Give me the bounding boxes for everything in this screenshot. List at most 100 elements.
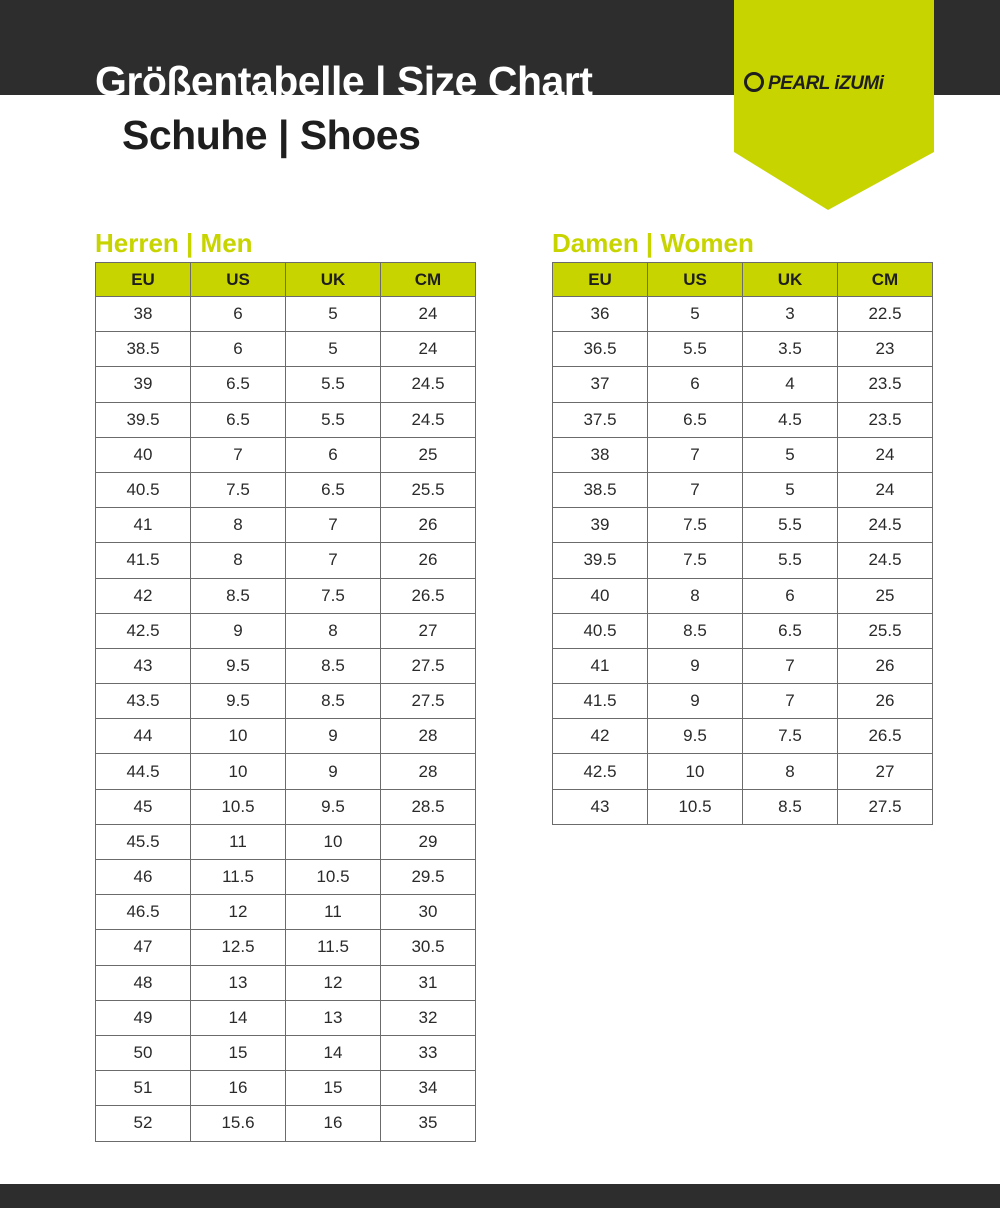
table-row: 36 5 3 22.5 [552,295,933,333]
men-section-title: Herren | Men [95,228,253,258]
table-cell: 25.5 [380,471,476,509]
table-row: 48 13 12 31 [95,964,476,1001]
table-cell: 24.5 [380,401,476,438]
table-cell: 44 [95,718,191,755]
table-cell: 37.5 [552,401,648,438]
table-cell: 7 [647,471,743,509]
table-cell: 38.5 [552,471,648,509]
table-row: 38 7 5 24 [552,436,933,473]
table-cell: 46.5 [95,894,191,931]
table-cell: 4 [742,366,838,403]
table-cell: 8.5 [285,683,381,720]
table-row: 46.5 12 11 30 [95,894,476,931]
table-row: 40.5 7.5 6.5 25.5 [95,471,476,509]
page-title: Größentabelle | Size Chart [95,58,593,104]
table-cell: 9 [285,753,381,790]
table-row: 40.5 8.5 6.5 25.5 [552,612,933,649]
table-cell: 36.5 [552,331,648,368]
table-cell: 5.5 [742,542,838,579]
table-cell: 12 [285,964,381,1001]
table-cell: 16 [285,1105,381,1142]
table-row: 40 8 6 25 [552,577,933,614]
table-row: 44.5 10 9 28 [95,753,476,790]
table-cell: 29.5 [380,858,476,896]
table-cell: 9.5 [190,683,286,720]
table-cell: 42.5 [552,753,648,790]
table-cell: 10 [647,753,743,790]
table-cell: 39 [95,366,191,403]
table-cell: 46 [95,858,191,896]
table-cell: 41.5 [95,542,191,579]
table-cell: 6 [647,366,743,403]
table-cell: 45 [95,788,191,825]
table-cell: 8.5 [742,788,838,825]
table-cell: 27.5 [380,683,476,720]
table-cell: 24 [837,436,933,473]
table-cell: 8 [190,507,286,544]
table-cell: 14 [190,999,286,1036]
table-cell: 10.5 [647,788,743,825]
table-cell: 9.5 [285,788,381,825]
table-cell: 8.5 [285,647,381,685]
table-row: 37.5 6.5 4.5 23.5 [552,401,933,438]
table-cell: 6.5 [190,401,286,438]
table-cell: 26 [837,683,933,720]
table-cell: 6 [742,577,838,614]
table-cell: 26 [380,542,476,579]
table-row: 41 8 7 26 [95,507,476,544]
table-cell: 43.5 [95,683,191,720]
table-row: 42.5 10 8 27 [552,753,933,790]
table-row: 39 6.5 5.5 24.5 [95,366,476,403]
table-cell: 23.5 [837,366,933,403]
table-cell: 6.5 [742,612,838,649]
table-cell: 39.5 [95,401,191,438]
table-cell: 25 [837,577,933,614]
table-cell: 8 [285,612,381,649]
table-cell: 6 [190,331,286,368]
table-cell: 39 [552,507,648,544]
table-cell: 51 [95,1070,191,1107]
table-cell: 11 [190,823,286,861]
table-cell: 41 [552,647,648,685]
table-cell: 11 [285,894,381,931]
table-row: 41.5 9 7 26 [552,683,933,720]
table-cell: 33 [380,1034,476,1072]
table-cell: 5 [647,295,743,333]
table-header-row: EU US UK CM [95,262,476,297]
table-row: 42 9.5 7.5 26.5 [552,718,933,755]
table-cell: 5.5 [285,366,381,403]
table-cell: 8 [647,577,743,614]
table-cell: 7.5 [742,718,838,755]
table-cell: 23 [837,331,933,368]
table-cell: 7 [647,436,743,473]
table-cell: 3.5 [742,331,838,368]
table-cell: 36 [552,295,648,333]
table-cell: 25.5 [837,612,933,649]
table-cell: 9.5 [647,718,743,755]
table-row: 42 8.5 7.5 26.5 [95,577,476,614]
table-cell: 44.5 [95,753,191,790]
table-cell: 26 [837,647,933,685]
table-cell: 45.5 [95,823,191,861]
table-cell: 26.5 [380,577,476,614]
table-cell: 43 [95,647,191,685]
table-cell: 6.5 [647,401,743,438]
table-cell: 5 [742,471,838,509]
table-cell: 47 [95,929,191,966]
table-row: 45.5 11 10 29 [95,823,476,861]
table-cell: 30.5 [380,929,476,966]
table-cell: 25 [380,436,476,473]
table-cell: 24.5 [837,507,933,544]
table-cell: 15.6 [190,1105,286,1142]
table-cell: 27 [380,612,476,649]
table-cell: 26.5 [837,718,933,755]
column-header: CM [380,262,476,297]
table-row: 41 9 7 26 [552,647,933,685]
table-row: 45 10.5 9.5 28.5 [95,788,476,825]
table-cell: 52 [95,1105,191,1142]
table-row: 50 15 14 33 [95,1034,476,1072]
table-cell: 41.5 [552,683,648,720]
table-row: 38.5 6 5 24 [95,331,476,368]
table-cell: 9 [285,718,381,755]
table-cell: 6.5 [190,366,286,403]
